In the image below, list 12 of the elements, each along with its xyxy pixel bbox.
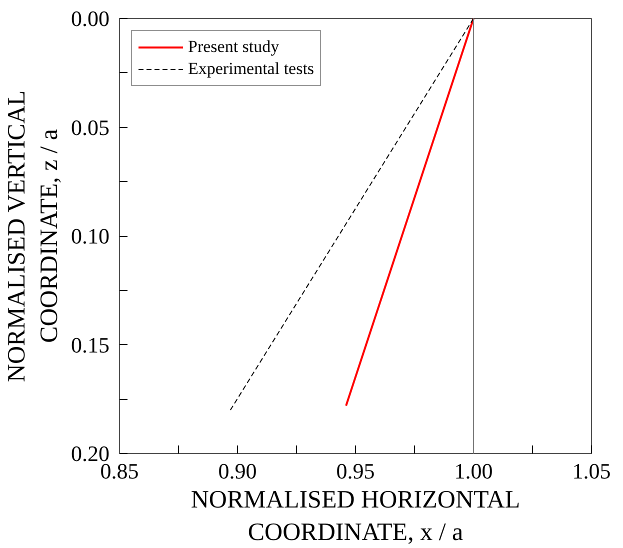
x-tick-label: 0.90 (218, 458, 257, 484)
y-tick-label: 0.00 (71, 6, 110, 31)
x-tick-label: 0.95 (336, 458, 375, 484)
y-tick-label: 0.05 (71, 114, 110, 140)
legend-label: Experimental tests (188, 59, 314, 79)
x-axis-title: NORMALISED HORIZONTAL COORDINATE, x / a (190, 486, 520, 546)
y-tick-label: 0.10 (71, 224, 110, 248)
x-tick-label: 1.00 (454, 458, 493, 484)
y-axis-title: NORMALISED VERTICAL COORDINATE, z / a (4, 90, 63, 382)
legend-label: Present study (188, 37, 280, 57)
x-tick-label: 1.05 (572, 458, 611, 484)
y-tick-label: 0.15 (71, 332, 110, 358)
